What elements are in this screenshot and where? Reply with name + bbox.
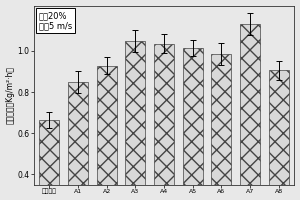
Text: 湿度20%
风速5 m/s: 湿度20% 风速5 m/s <box>39 11 72 30</box>
Bar <box>125 41 146 200</box>
Bar <box>154 44 174 200</box>
Bar <box>39 120 59 200</box>
Bar <box>211 54 231 200</box>
Bar <box>240 24 260 200</box>
Bar <box>97 66 117 200</box>
Y-axis label: 蒸发速率（Kg/m²·h）: 蒸发速率（Kg/m²·h） <box>6 66 15 124</box>
Bar <box>68 82 88 200</box>
Bar <box>268 70 289 200</box>
Bar <box>183 48 203 200</box>
